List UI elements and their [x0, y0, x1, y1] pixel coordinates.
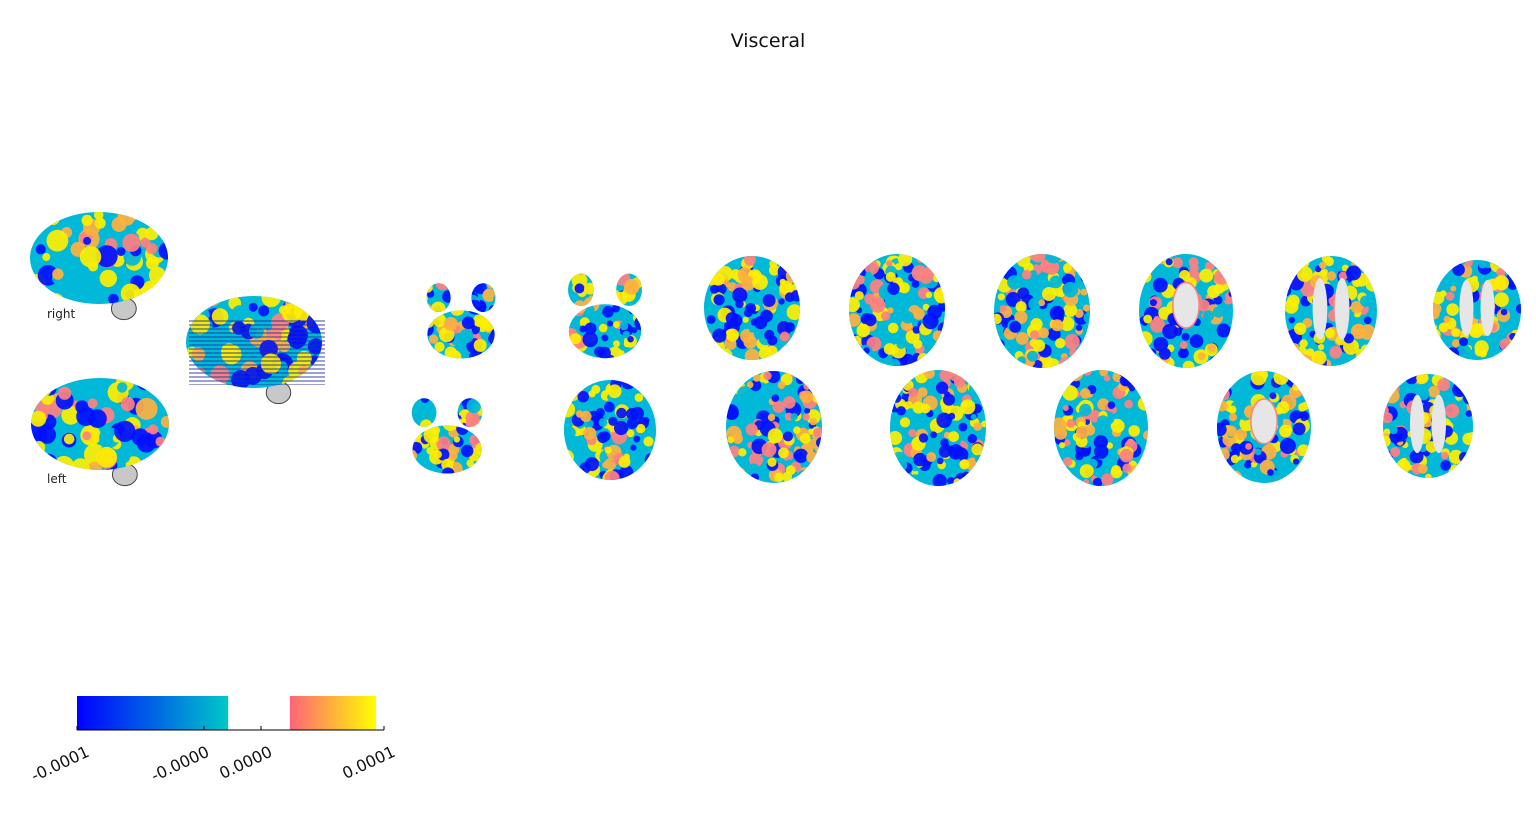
surface-right [30, 212, 168, 321]
axial-slice-10 [726, 371, 822, 483]
axial-slice-9 [564, 380, 656, 480]
axial-slice-14 [1383, 374, 1473, 478]
surface-left [31, 378, 169, 487]
axial-slice-4 [994, 254, 1090, 368]
axial-slice-12 [1054, 370, 1148, 486]
axial-slice-0 [426, 283, 496, 359]
colorbar [76, 696, 385, 731]
colorbar-negative [77, 696, 229, 730]
axial-slice-2 [704, 256, 800, 360]
surface-views [30, 212, 325, 487]
axial-slice-11 [890, 370, 986, 486]
axial-slice-8 [411, 398, 483, 474]
label-left: left [47, 472, 67, 486]
axial-slice-7 [1433, 260, 1521, 360]
surface-medial [186, 296, 325, 405]
axial-slice-1 [568, 273, 642, 359]
axial-slice-3 [849, 254, 945, 366]
axial-slices [411, 254, 1521, 486]
axial-slice-6 [1285, 256, 1377, 366]
chart-title: Visceral [730, 30, 806, 52]
axial-slice-5 [1139, 254, 1233, 368]
label-right: right [47, 307, 76, 321]
axial-slice-13 [1217, 371, 1311, 483]
colorbar-positive [289, 696, 376, 730]
